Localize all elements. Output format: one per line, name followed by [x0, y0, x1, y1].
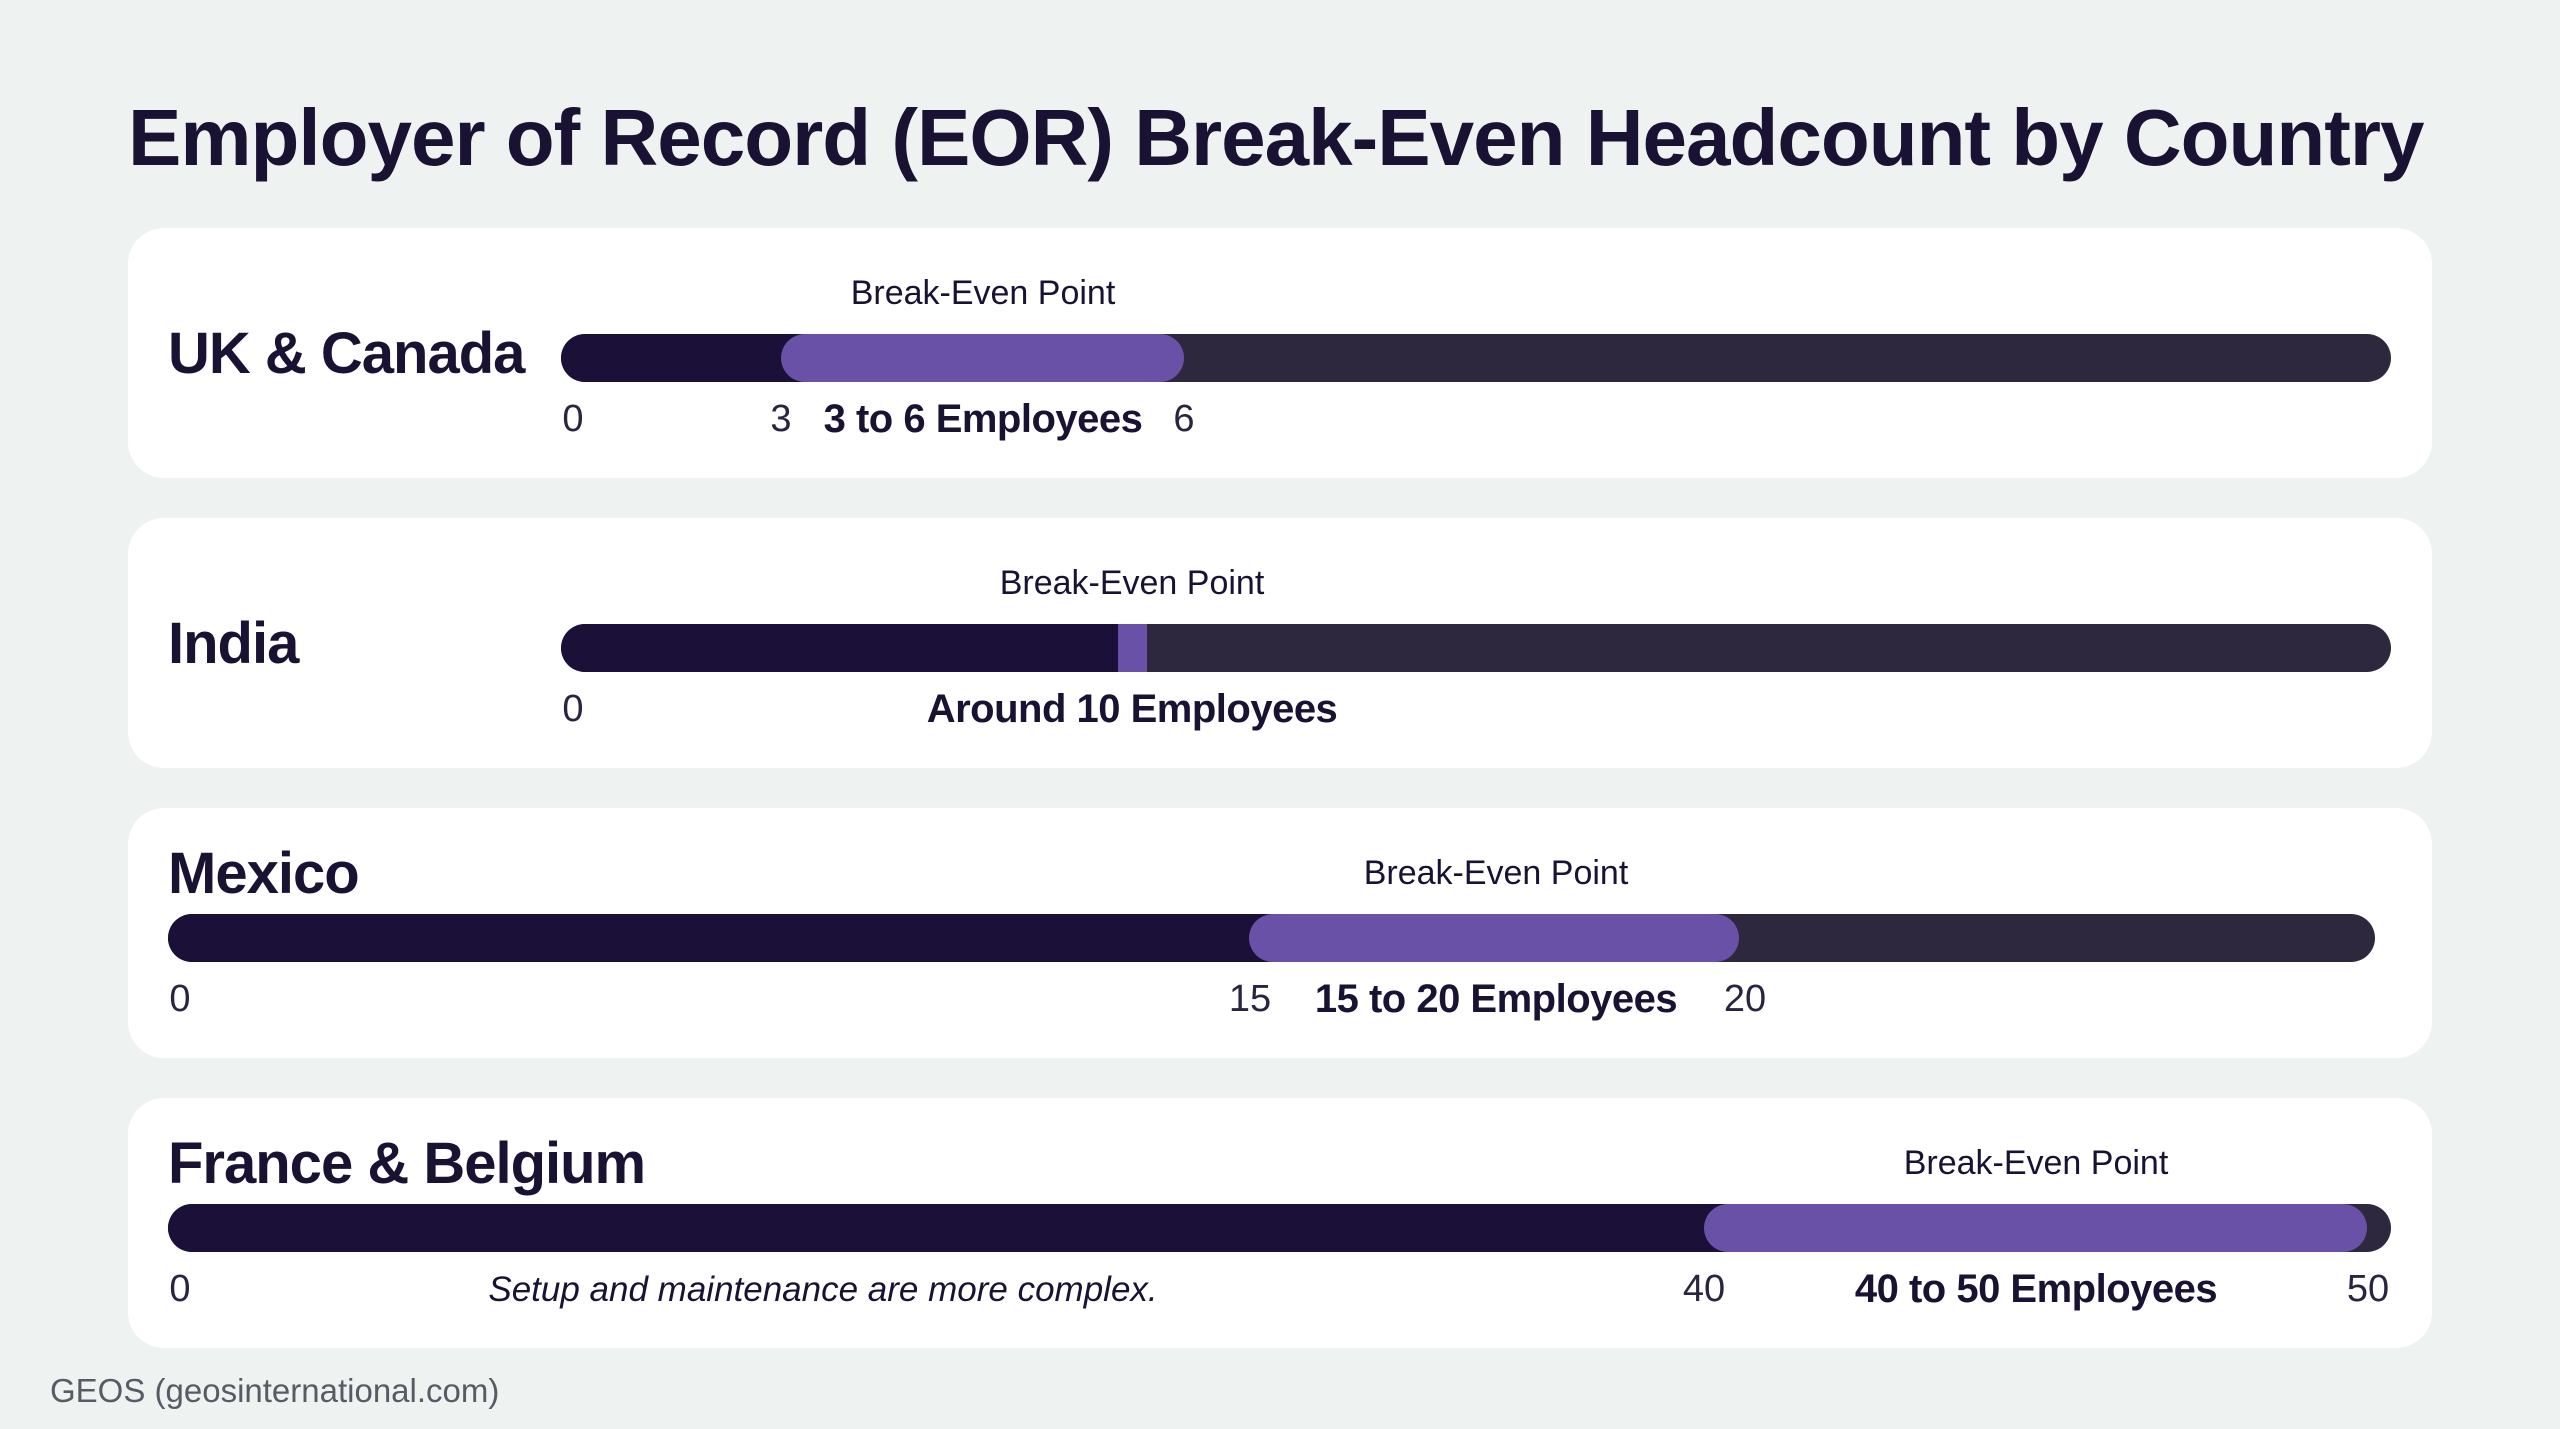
break-even-range-bar: [1704, 1204, 2367, 1252]
tick-label: 6: [1173, 398, 1195, 440]
break-even-label: Break-Even Point: [850, 274, 1116, 312]
country-card-mexico: Mexico Break-Even Point 0 15 15 to 20 Em…: [128, 808, 2432, 1058]
break-even-label: Break-Even Point: [1363, 854, 1629, 892]
tick-label: 0: [562, 688, 584, 730]
country-name: India: [168, 611, 299, 676]
headcount-bar: [561, 624, 2391, 672]
bar-filled-portion: [168, 914, 1268, 962]
tick-label: 40: [1682, 1268, 1726, 1310]
country-card-france-belgium: France & Belgium Break-Even Point 0 Setu…: [128, 1098, 2432, 1348]
tick-label: 15: [1228, 978, 1272, 1020]
country-name: France & Belgium: [168, 1131, 646, 1196]
break-even-marker: [1118, 624, 1147, 672]
break-even-range-bar: [1249, 914, 1739, 962]
country-card-uk-canada: UK & Canada Break-Even Point 0 3 3 to 6 …: [128, 228, 2432, 478]
headcount-bar: [168, 914, 2375, 962]
headcount-bar: [168, 1204, 2391, 1252]
tick-label: 50: [2346, 1268, 2390, 1310]
tick-label: 0: [169, 1268, 191, 1310]
country-name: UK & Canada: [168, 321, 525, 386]
break-even-range-label: Around 10 Employees: [926, 687, 1338, 731]
break-even-range-label: 3 to 6 Employees: [823, 397, 1143, 441]
break-even-range-label: 15 to 20 Employees: [1314, 977, 1678, 1021]
tick-label: 3: [770, 398, 792, 440]
source-credit: GEOS (geosinternational.com): [50, 1372, 500, 1409]
country-card-india: India Break-Even Point 0 Around 10 Emplo…: [128, 518, 2432, 768]
tick-label: 0: [169, 978, 191, 1020]
break-even-label: Break-Even Point: [999, 564, 1265, 602]
complexity-note: Setup and maintenance are more complex.: [488, 1270, 1158, 1309]
headcount-bar: [561, 334, 2391, 382]
break-even-label: Break-Even Point: [1903, 1144, 2169, 1182]
break-even-range-bar: [781, 334, 1184, 382]
chart-title: Employer of Record (EOR) Break-Even Head…: [128, 93, 2425, 182]
break-even-range-label: 40 to 50 Employees: [1854, 1267, 2218, 1311]
bar-filled-portion: [168, 1204, 1728, 1252]
tick-label: 0: [562, 398, 584, 440]
bar-filled-portion: [561, 624, 1146, 672]
country-name: Mexico: [168, 841, 360, 906]
tick-label: 20: [1723, 978, 1767, 1020]
